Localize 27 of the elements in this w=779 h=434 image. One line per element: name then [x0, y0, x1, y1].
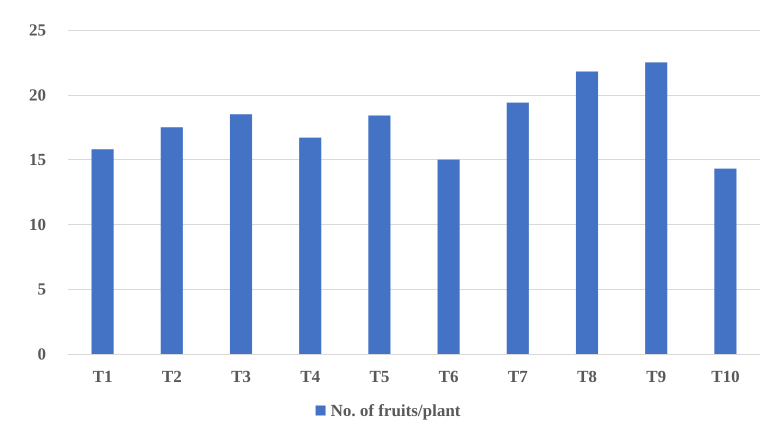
x-tick-label: T1: [92, 367, 113, 386]
x-tick-label: T5: [369, 367, 390, 386]
y-tick-label: 15: [29, 150, 46, 170]
bar: [576, 71, 598, 354]
bar: [299, 138, 322, 354]
y-tick-label: 0: [38, 344, 46, 364]
x-tick-label: T2: [162, 367, 182, 386]
x-tick-label: T10: [711, 367, 740, 386]
x-tick-label: T4: [300, 367, 321, 386]
bar: [92, 149, 114, 354]
x-tick-label: T9: [646, 367, 666, 386]
y-tick-label: 20: [29, 85, 46, 104]
bar: [438, 160, 460, 354]
x-tick-label: T7: [508, 367, 528, 386]
x-tick-label: T6: [438, 367, 459, 386]
bar: [368, 116, 390, 354]
y-tick-label: 5: [38, 280, 46, 299]
bar: [714, 168, 736, 354]
x-tick-label: T8: [577, 367, 597, 386]
x-tick-label: T3: [231, 367, 251, 386]
legend-label: No. of fruits/plant: [330, 401, 461, 420]
bar: [506, 102, 529, 354]
y-tick-label: 10: [29, 214, 46, 234]
bar: [160, 127, 183, 354]
bar: [230, 114, 252, 354]
bar: [645, 62, 668, 354]
y-tick-label: 25: [29, 20, 46, 40]
